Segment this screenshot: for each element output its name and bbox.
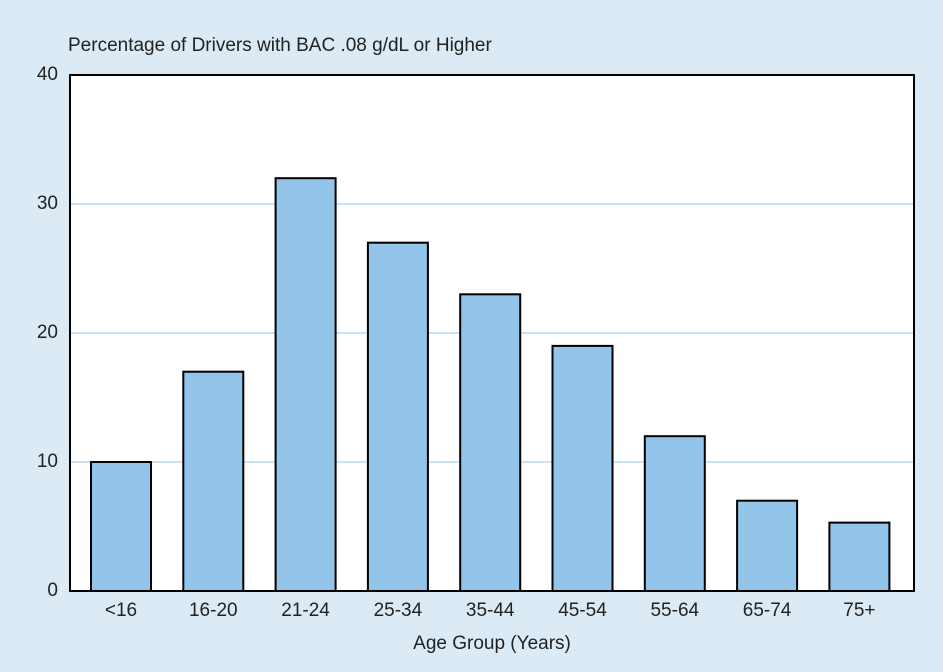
y-tick-label: 0	[47, 580, 58, 601]
x-tick-label: 55-64	[650, 600, 699, 621]
bar	[736, 499, 799, 593]
y-tick-label: 10	[37, 451, 58, 472]
bar	[366, 241, 429, 592]
x-axis-label: Age Group (Years)	[413, 633, 571, 654]
bar	[90, 461, 152, 592]
x-tick-label: 16-20	[189, 600, 238, 621]
y-tick-label: 40	[37, 64, 58, 85]
y-tick-label: 20	[37, 322, 58, 343]
x-tick-label: 75+	[843, 600, 875, 621]
bar	[643, 435, 706, 593]
bar	[459, 293, 522, 592]
plot-border	[69, 74, 915, 592]
bar	[551, 344, 614, 592]
x-tick-label: 65-74	[743, 600, 792, 621]
bar	[828, 521, 891, 593]
chart-title: Percentage of Drivers with BAC .08 g/dL …	[68, 35, 492, 56]
x-tick-label: 25-34	[374, 600, 423, 621]
bar	[274, 177, 337, 592]
x-tick-label: 45-54	[558, 600, 607, 621]
y-tick-label: 30	[37, 193, 58, 214]
x-tick-label: <16	[105, 600, 137, 621]
x-tick-label: 21-24	[281, 600, 330, 621]
x-tick-label: 35-44	[466, 600, 515, 621]
bar	[182, 370, 245, 593]
